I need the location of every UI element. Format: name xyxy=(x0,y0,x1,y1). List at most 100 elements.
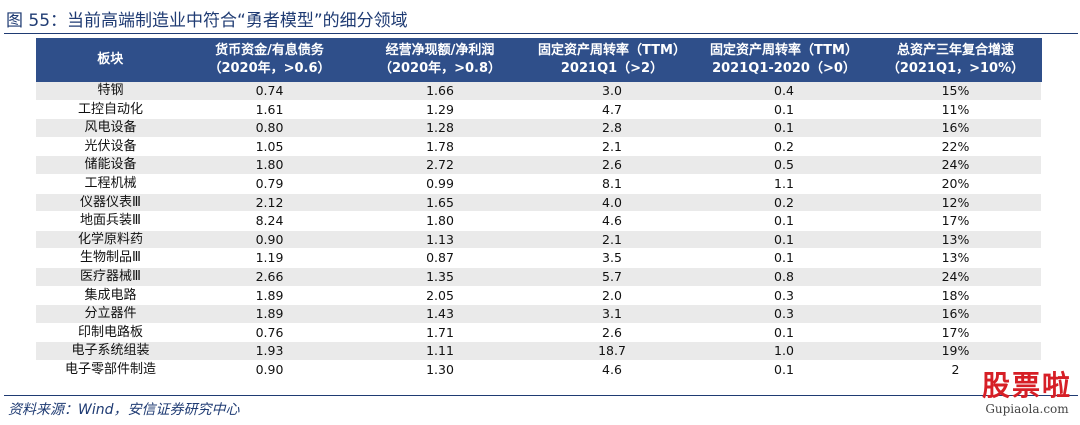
table-row: 生物制品Ⅲ 1.19 0.87 3.5 0.1 13% xyxy=(36,248,1041,268)
header-row: 板块 货币资金/有息债务 （2020年，>0.6） 经营净现额/净利润 （2020年，>… xyxy=(36,38,1042,82)
column-header-line2: 2021Q1-2020（>0） xyxy=(712,61,856,76)
table-cell: 1.0 xyxy=(698,341,870,361)
table-cell: 17% xyxy=(870,211,1041,231)
table-cell: 0.79 xyxy=(185,174,354,194)
table-row: 光伏设备 1.05 1.78 2.1 0.2 22% xyxy=(36,137,1041,157)
column-header-line1: 经营净现额/净利润 xyxy=(385,43,495,58)
table-cell: 0.8 xyxy=(698,267,870,287)
row-sector-name: 电子系统组装 xyxy=(36,341,185,361)
table-cell: 1.19 xyxy=(185,248,354,268)
row-sector-name: 工程机械 xyxy=(36,174,185,194)
column-header-line2: （2020年，>0.8） xyxy=(378,61,502,76)
table-cell: 16% xyxy=(870,118,1041,138)
table-cell: 0.1 xyxy=(698,323,870,343)
table-cell: 0.2 xyxy=(698,137,870,157)
row-sector-name: 集成电路 xyxy=(36,286,185,306)
table-cell: 1.71 xyxy=(354,323,526,343)
table-row: 化学原料药 0.90 1.13 2.1 0.1 13% xyxy=(36,230,1041,250)
table-cell: 24% xyxy=(870,155,1041,175)
table-cell: 1.13 xyxy=(354,230,526,250)
table-cell: 16% xyxy=(870,304,1041,324)
table-row: 电子零部件制造 0.90 1.30 4.6 0.1 2 xyxy=(36,360,1041,380)
table-cell: 4.0 xyxy=(526,193,698,213)
table-row: 医疗器械Ⅲ 2.66 1.35 5.7 0.8 24% xyxy=(36,267,1041,287)
table-row: 风电设备 0.80 1.28 2.8 0.1 16% xyxy=(36,118,1041,138)
table-cell: 2.6 xyxy=(526,323,698,343)
table-cell: 22% xyxy=(870,137,1041,157)
table-cell: 0.1 xyxy=(698,248,870,268)
title-divider xyxy=(4,33,1078,34)
table-cell: 2.1 xyxy=(526,230,698,250)
table-cell: 18% xyxy=(870,286,1041,306)
table-cell: 2.66 xyxy=(185,267,354,287)
row-sector-name: 电子零部件制造 xyxy=(36,360,185,380)
table-cell: 0.76 xyxy=(185,323,354,343)
column-header-line1: 固定资产周转率（TTM） xyxy=(538,43,686,58)
column-header-line1: 总资产三年复合增速 xyxy=(896,43,1014,58)
table-cell: 1.89 xyxy=(185,286,354,306)
row-sector-name: 光伏设备 xyxy=(36,137,185,157)
table-cell: 1.93 xyxy=(185,341,354,361)
table-cell: 3.0 xyxy=(526,82,698,101)
table-cell: 0.1 xyxy=(698,230,870,250)
table-cell: 2.8 xyxy=(526,118,698,138)
row-sector-name: 印制电路板 xyxy=(36,323,185,343)
column-header-4: 固定资产周转率（TTM） 2021Q1-2020（>0） xyxy=(698,38,871,82)
table-cell: 0.90 xyxy=(185,230,354,250)
table-cell: 0.3 xyxy=(698,286,870,306)
row-sector-name: 化学原料药 xyxy=(36,230,185,250)
row-sector-name: 仪器仪表Ⅲ xyxy=(36,193,185,213)
column-header-line1: 固定资产周转率（TTM） xyxy=(710,43,858,58)
table-row: 储能设备 1.80 2.72 2.6 0.5 24% xyxy=(36,155,1041,175)
table-cell: 15% xyxy=(870,82,1041,101)
table-cell: 1.61 xyxy=(185,100,354,120)
figure-title: 图 55：当前高端制造业中符合“勇者模型”的细分领域 xyxy=(6,11,408,31)
table-row: 地面兵装Ⅲ 8.24 1.80 4.6 0.1 17% xyxy=(36,211,1041,231)
table-body: 特钢 0.74 1.66 3.0 0.4 15% 工控自动化 1.61 1.29 4.7 0.1 11… xyxy=(36,82,1041,380)
footer-divider xyxy=(4,395,1078,396)
table-cell: 24% xyxy=(870,267,1041,287)
table-cell: 0.87 xyxy=(354,248,526,268)
table-row: 工控自动化 1.61 1.29 4.7 0.1 11% xyxy=(36,100,1041,120)
row-sector-name: 风电设备 xyxy=(36,118,185,138)
table-cell: 1.78 xyxy=(354,137,526,157)
column-header-3: 固定资产周转率（TTM） 2021Q1（>2） xyxy=(526,38,699,82)
table-row: 特钢 0.74 1.66 3.0 0.4 15% xyxy=(36,82,1041,101)
table-cell: 0.90 xyxy=(185,360,354,380)
table-cell: 1.35 xyxy=(354,267,526,287)
table-cell: 0.80 xyxy=(185,118,354,138)
table-cell: 1.28 xyxy=(354,118,526,138)
table-cell: 0.74 xyxy=(185,82,354,101)
table-cell: 3.1 xyxy=(526,304,698,324)
data-table: 板块 货币资金/有息债务 （2020年，>0.6） 经营净现额/净利润 （2020年，>… xyxy=(36,38,1042,380)
row-sector-name: 分立器件 xyxy=(36,304,185,324)
row-sector-name: 储能设备 xyxy=(36,155,185,175)
table-cell: 0.1 xyxy=(698,118,870,138)
table-cell: 13% xyxy=(870,230,1041,250)
table-row: 分立器件 1.89 1.43 3.1 0.3 16% xyxy=(36,304,1041,324)
column-header-line2: 2021Q1（>2） xyxy=(560,61,664,76)
table-cell: 1.29 xyxy=(354,100,526,120)
table-cell: 0.1 xyxy=(698,100,870,120)
table-cell: 5.7 xyxy=(526,267,698,287)
table-cell: 1.89 xyxy=(185,304,354,324)
table-cell: 1.43 xyxy=(354,304,526,324)
table-row: 电子系统组装 1.93 1.11 18.7 1.0 19% xyxy=(36,341,1041,361)
table-cell: 19% xyxy=(870,341,1041,361)
table-cell: 1.65 xyxy=(354,193,526,213)
watermark-brand-en: Gupiaola.com xyxy=(985,402,1069,416)
table-cell: 3.5 xyxy=(526,248,698,268)
column-header-5: 总资产三年复合增速 （2021Q1，>10%） xyxy=(870,38,1042,82)
table-cell: 1.66 xyxy=(354,82,526,101)
table-cell: 1.1 xyxy=(698,174,870,194)
table-cell: 0.1 xyxy=(698,211,870,231)
table-cell: 0.2 xyxy=(698,193,870,213)
table-header: 板块 货币资金/有息债务 （2020年，>0.6） 经营净现额/净利润 （2020年，>… xyxy=(36,38,1042,82)
row-sector-name: 医疗器械Ⅲ xyxy=(36,267,185,287)
table-cell: 18.7 xyxy=(526,341,698,361)
column-header-line1: 板块 xyxy=(97,52,124,67)
table-cell: 8.1 xyxy=(526,174,698,194)
table-cell: 0.1 xyxy=(698,360,870,380)
row-sector-name: 地面兵装Ⅲ xyxy=(36,211,185,231)
watermark-brand-cn: 股票啦 xyxy=(981,369,1072,402)
